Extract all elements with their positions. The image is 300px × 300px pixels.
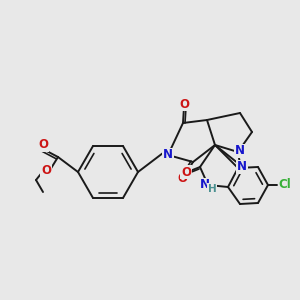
Text: O: O bbox=[41, 164, 51, 176]
Text: N: N bbox=[237, 160, 247, 173]
Text: Cl: Cl bbox=[279, 178, 291, 191]
Text: N: N bbox=[235, 145, 245, 158]
Text: N: N bbox=[200, 178, 210, 191]
Text: O: O bbox=[38, 139, 48, 152]
Text: H: H bbox=[208, 184, 216, 194]
Text: O: O bbox=[177, 172, 187, 184]
Text: N: N bbox=[163, 148, 173, 161]
Text: O: O bbox=[181, 166, 191, 178]
Text: O: O bbox=[179, 98, 189, 110]
